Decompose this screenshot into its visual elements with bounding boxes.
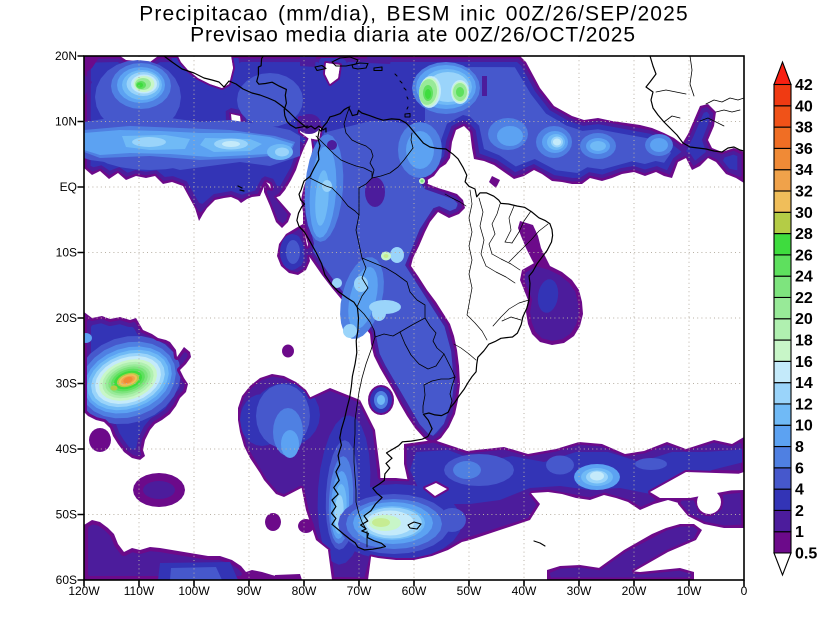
svg-text:4: 4 <box>795 482 804 499</box>
svg-text:42: 42 <box>795 77 813 94</box>
svg-text:90W: 90W <box>237 584 262 598</box>
svg-text:Previsao media diaria ate 00Z/: Previsao media diaria ate 00Z/26/OCT/202… <box>190 24 636 47</box>
svg-text:26: 26 <box>795 247 813 264</box>
svg-text:14: 14 <box>795 375 813 392</box>
svg-text:38: 38 <box>795 120 813 137</box>
svg-text:36: 36 <box>795 141 813 158</box>
svg-text:50W: 50W <box>457 584 482 598</box>
svg-text:60W: 60W <box>402 584 427 598</box>
svg-text:30S: 30S <box>56 377 77 391</box>
svg-text:34: 34 <box>795 162 813 179</box>
svg-text:6: 6 <box>795 460 804 477</box>
svg-text:60S: 60S <box>56 573 77 587</box>
svg-text:16: 16 <box>795 354 813 371</box>
svg-text:0: 0 <box>741 584 748 598</box>
svg-text:20: 20 <box>795 311 813 328</box>
svg-text:40W: 40W <box>512 584 537 598</box>
svg-text:80W: 80W <box>292 584 317 598</box>
svg-text:20N: 20N <box>55 49 77 63</box>
svg-text:10S: 10S <box>56 246 77 260</box>
svg-text:0.5: 0.5 <box>795 546 817 563</box>
svg-text:120W: 120W <box>68 584 100 598</box>
svg-text:1: 1 <box>795 524 804 541</box>
svg-text:100W: 100W <box>178 584 210 598</box>
svg-text:30: 30 <box>795 205 813 222</box>
svg-text:28: 28 <box>795 226 813 243</box>
svg-text:8: 8 <box>795 439 804 456</box>
svg-text:70W: 70W <box>347 584 372 598</box>
svg-text:30W: 30W <box>567 584 592 598</box>
svg-text:20W: 20W <box>622 584 647 598</box>
svg-text:24: 24 <box>795 269 813 286</box>
svg-text:18: 18 <box>795 333 813 350</box>
svg-text:10W: 10W <box>677 584 702 598</box>
svg-text:10: 10 <box>795 418 813 435</box>
svg-text:2: 2 <box>795 503 804 520</box>
svg-text:40S: 40S <box>56 442 77 456</box>
svg-text:50S: 50S <box>56 508 77 522</box>
svg-text:110W: 110W <box>124 584 155 598</box>
svg-text:20S: 20S <box>56 311 77 325</box>
svg-text:Precipitacao (mm/dia), BESM in: Precipitacao (mm/dia), BESM inic 00Z/26/… <box>139 3 689 26</box>
svg-text:EQ: EQ <box>60 180 77 194</box>
svg-text:32: 32 <box>795 184 813 201</box>
svg-text:12: 12 <box>795 396 813 413</box>
svg-text:10N: 10N <box>55 115 77 129</box>
svg-text:40: 40 <box>795 98 813 115</box>
svg-text:22: 22 <box>795 290 813 307</box>
